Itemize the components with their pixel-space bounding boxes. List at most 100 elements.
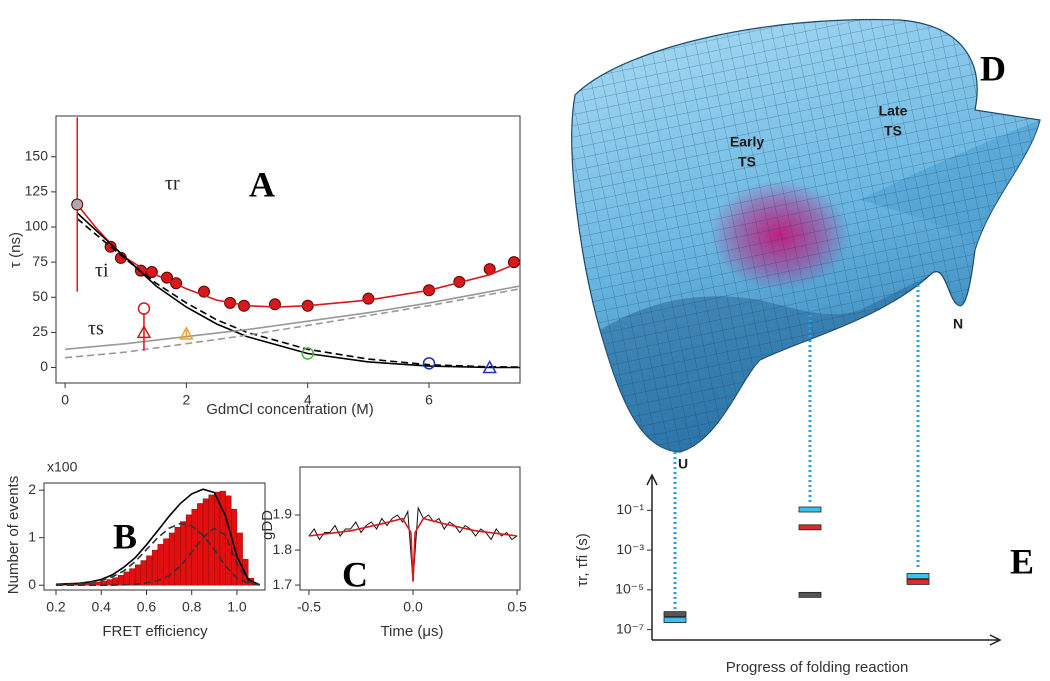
y-tick-label: 50: [32, 288, 48, 304]
histogram-bar: [106, 579, 113, 586]
panel-letter: B: [113, 516, 137, 556]
line: [76, 217, 521, 368]
histogram-bar: [146, 555, 153, 586]
y-axis-label: τ (ns): [7, 232, 24, 268]
time-marker: [663, 617, 687, 624]
plot-frame: [55, 115, 521, 384]
panel-letter: C: [342, 554, 368, 594]
line: [308, 517, 518, 582]
x-axis-label: Progress of folding reaction: [726, 659, 909, 676]
histogram-bar: [117, 575, 125, 586]
x-tick-label: 0.4: [91, 599, 111, 615]
series-label: τi: [95, 260, 109, 282]
histogram-bar: [134, 564, 142, 586]
x-axis-label: Time (μs): [380, 623, 443, 640]
data-point: [301, 347, 314, 360]
x-tick-label: 0.0: [403, 599, 423, 615]
time-marker: [798, 591, 822, 598]
y-tick-label: 100: [25, 218, 49, 234]
histogram-bar: [191, 508, 198, 586]
histogram-bar: [129, 568, 136, 586]
panel: -0.5 0.0 0.5 1.7 1.8 1.9 C Time (μs) gDD: [259, 466, 527, 640]
line: [76, 203, 521, 308]
line: [56, 527, 260, 586]
y-tick-label: 1.7: [273, 576, 293, 592]
panel-letter: D: [980, 48, 1006, 88]
y-tick-label: 150: [25, 147, 49, 163]
x-axis: [652, 634, 1002, 646]
x-tick-label: 2: [183, 392, 191, 408]
time-marker: [798, 506, 822, 513]
y-unit: x100: [47, 459, 78, 475]
y-tick-label: 75: [32, 253, 48, 269]
y-tick-label: 10⁻¹: [616, 501, 644, 517]
y-tick-label: 10⁻⁷: [616, 620, 644, 636]
panel-letter: E: [1010, 541, 1034, 581]
time-marker: [663, 611, 687, 618]
x-tick-label: 0.5: [507, 599, 527, 615]
histogram-bar: [174, 527, 181, 586]
histogram-bar: [168, 532, 175, 586]
line: [55, 522, 260, 586]
line: [76, 212, 520, 369]
histogram-bar: [123, 571, 130, 586]
series-label: τr: [165, 173, 180, 195]
time-marker: [906, 573, 930, 579]
y-axis: [646, 473, 658, 640]
data-point: [137, 302, 151, 315]
y-tick-label: 0: [40, 358, 48, 374]
y-tick-label: 10⁻³: [616, 541, 644, 557]
energy-surface: D Early TS Late TS N U: [571, 18, 1041, 612]
line: [65, 285, 521, 351]
surface-label: Late: [879, 103, 908, 119]
y-tick-label: 0: [28, 576, 36, 592]
histogram-bar: [163, 538, 170, 586]
x-tick-label: 1.0: [227, 599, 247, 615]
line: [65, 288, 521, 359]
panel-letter: A: [249, 164, 275, 204]
y-tick-label: 1.9: [273, 506, 293, 522]
data-point: [136, 324, 152, 339]
data-point: [268, 298, 281, 311]
surface-label: Early: [730, 134, 764, 150]
histogram-bar: [214, 491, 221, 586]
surface-label: U: [678, 456, 688, 472]
x-tick-label: 0.8: [182, 599, 202, 615]
data-point: [422, 357, 436, 370]
plot-frame: [43, 482, 266, 591]
x-tick-label: 0.6: [137, 599, 157, 615]
y-tick-label: 1.8: [273, 541, 293, 557]
y-tick-label: 1: [28, 528, 36, 544]
panel: 0 2 4 6 0 25 50 75 100 125 150 A GdmCl concentration…: [7, 115, 521, 418]
series-label: τs: [88, 318, 104, 340]
histogram-bar: [140, 560, 147, 586]
surface-label: TS: [884, 123, 902, 139]
y-tick-label: 125: [25, 183, 49, 199]
x-axis-label: FRET efficiency: [102, 623, 208, 640]
x-tick-label: 6: [425, 392, 433, 408]
x-tick-label: 4: [304, 392, 312, 408]
x-tick-label: 0.2: [46, 599, 66, 615]
y-axis-label: τr, τfi (s): [574, 533, 591, 587]
x-tick-label: -0.5: [297, 599, 321, 615]
panel: 10⁻¹ 10⁻³ 10⁻⁵ 10⁻⁷ E Progress of folding rea…: [574, 473, 1034, 676]
histogram-bar: [180, 521, 187, 586]
time-marker: [906, 579, 930, 585]
data-point: [71, 198, 84, 211]
histogram-bar: [112, 577, 119, 586]
y-tick-label: 2: [28, 481, 36, 497]
surface-label: TS: [738, 154, 756, 170]
x-tick-label: 0: [61, 392, 69, 408]
y-axis-label: Number of events: [5, 476, 22, 594]
y-tick-label: 25: [32, 323, 48, 339]
panel: 0.2 0.4 0.6 0.8 1.0 0 1 2 B FRET efficiency Number…: [5, 459, 266, 640]
y-tick-label: 10⁻⁵: [615, 581, 644, 597]
data-point: [482, 359, 497, 374]
data-point: [179, 326, 194, 340]
surface-label: N: [953, 316, 963, 332]
plot-frame: [299, 466, 521, 591]
time-marker: [798, 524, 822, 531]
x-axis-label: GdmCl concentration (M): [206, 401, 374, 418]
histogram-bar: [208, 494, 215, 586]
